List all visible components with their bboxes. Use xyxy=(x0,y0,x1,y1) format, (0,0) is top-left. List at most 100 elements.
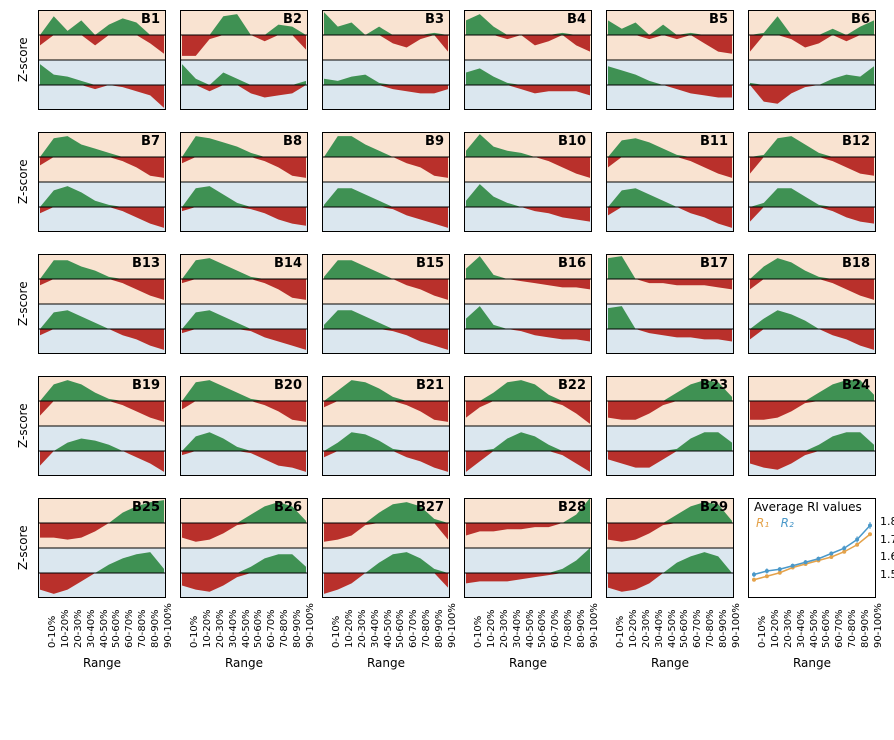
panel-b11: B11 xyxy=(606,132,734,232)
x-tick-label: 40-50% xyxy=(241,609,252,648)
panel-label: B3 xyxy=(425,12,444,27)
x-tick-label: 40-50% xyxy=(809,609,820,648)
x-tick-label: 50-60% xyxy=(679,609,690,648)
x-tick-label: 70-80% xyxy=(563,609,574,648)
x-tick-label: 20-30% xyxy=(783,609,794,648)
panel-b16: B16 xyxy=(464,254,592,354)
panel-label: B21 xyxy=(416,378,444,393)
panel-b26: B26 xyxy=(180,498,308,598)
panel-ri: Average RI valuesR₁ R₂1.51.61.71.8 xyxy=(748,498,876,598)
x-tick-label: 50-60% xyxy=(111,609,122,648)
panel-label: B2 xyxy=(283,12,302,27)
x-tick-label: 20-30% xyxy=(499,609,510,648)
x-tick-label: 80-90% xyxy=(718,609,729,648)
x-tick-label: 0-10% xyxy=(331,616,342,648)
panel-label: B1 xyxy=(141,12,160,27)
ri-legend-r2: R₂ xyxy=(781,516,794,530)
x-tick-label: 60-70% xyxy=(550,609,561,648)
y-axis-label: Z-score xyxy=(16,37,30,82)
x-tick-label: 40-50% xyxy=(99,609,110,648)
panel-b25: B25 xyxy=(38,498,166,598)
x-axis-label: Range xyxy=(322,656,450,670)
panel-b23: B23 xyxy=(606,376,734,476)
x-tick-label: 30-40% xyxy=(86,609,97,648)
ri-ytick: 1.6 xyxy=(880,550,894,563)
x-tick-label: 30-40% xyxy=(654,609,665,648)
panel-b7: B7 xyxy=(38,132,166,232)
panel-b29: B29 xyxy=(606,498,734,598)
panel-b24: B24 xyxy=(748,376,876,476)
panel-label: B9 xyxy=(425,134,444,149)
panel-b19: B19 xyxy=(38,376,166,476)
x-tick-label: 80-90% xyxy=(860,609,871,648)
x-tick-label: 90-100% xyxy=(163,603,174,648)
x-tick-label: 0-10% xyxy=(615,616,626,648)
x-tick-label: 90-100% xyxy=(731,603,742,648)
x-tick-label: 0-10% xyxy=(757,616,768,648)
x-tick-label: 10-20% xyxy=(202,609,213,648)
x-tick-label: 20-30% xyxy=(357,609,368,648)
x-tick-label: 10-20% xyxy=(628,609,639,648)
x-tick-label: 80-90% xyxy=(292,609,303,648)
x-tick-label: 60-70% xyxy=(266,609,277,648)
panel-b12: B12 xyxy=(748,132,876,232)
panel-label: B27 xyxy=(416,500,444,515)
panel-label: B28 xyxy=(558,500,586,515)
x-tick-label: 40-50% xyxy=(383,609,394,648)
panel-label: B26 xyxy=(274,500,302,515)
panel-label: B15 xyxy=(416,256,444,271)
x-tick-label: 80-90% xyxy=(150,609,161,648)
panel-label: B18 xyxy=(842,256,870,271)
ri-ytick: 1.8 xyxy=(880,515,894,528)
x-tick-label: 30-40% xyxy=(228,609,239,648)
x-tick-label: 0-10% xyxy=(473,616,484,648)
x-tick-label: 50-60% xyxy=(253,609,264,648)
panel-label: B10 xyxy=(558,134,586,149)
panel-b13: B13 xyxy=(38,254,166,354)
panel-b28: B28 xyxy=(464,498,592,598)
panel-label: B6 xyxy=(851,12,870,27)
x-tick-label: 90-100% xyxy=(447,603,458,648)
panel-b10: B10 xyxy=(464,132,592,232)
panel-label: B11 xyxy=(700,134,728,149)
panel-label: B25 xyxy=(132,500,160,515)
panel-b4: B4 xyxy=(464,10,592,110)
x-tick-label: 10-20% xyxy=(344,609,355,648)
x-tick-label: 90-100% xyxy=(873,603,884,648)
panel-label: B4 xyxy=(567,12,586,27)
panel-b3: B3 xyxy=(322,10,450,110)
panel-b20: B20 xyxy=(180,376,308,476)
ri-legend: R₁ R₂ xyxy=(756,516,794,530)
panel-b15: B15 xyxy=(322,254,450,354)
panel-b2: B2 xyxy=(180,10,308,110)
x-axis-label: Range xyxy=(464,656,592,670)
panel-label: B23 xyxy=(700,378,728,393)
x-tick-label: 80-90% xyxy=(434,609,445,648)
x-tick-label: 70-80% xyxy=(705,609,716,648)
x-axis-label: Range xyxy=(606,656,734,670)
y-axis-label: Z-score xyxy=(16,403,30,448)
panel-b17: B17 xyxy=(606,254,734,354)
x-tick-label: 70-80% xyxy=(279,609,290,648)
panel-label: B14 xyxy=(274,256,302,271)
panel-label: B29 xyxy=(700,500,728,515)
x-tick-label: 90-100% xyxy=(305,603,316,648)
panel-label: B17 xyxy=(700,256,728,271)
x-tick-label: 20-30% xyxy=(641,609,652,648)
x-tick-label: 20-30% xyxy=(215,609,226,648)
x-tick-label: 30-40% xyxy=(370,609,381,648)
x-tick-label: 50-60% xyxy=(821,609,832,648)
x-axis-label: Range xyxy=(38,656,166,670)
panel-label: B20 xyxy=(274,378,302,393)
x-tick-label: 70-80% xyxy=(847,609,858,648)
panel-label: B8 xyxy=(283,134,302,149)
panel-b21: B21 xyxy=(322,376,450,476)
panel-label: B22 xyxy=(558,378,586,393)
x-tick-label: 60-70% xyxy=(124,609,135,648)
x-tick-label: 40-50% xyxy=(525,609,536,648)
ri-title: Average RI values xyxy=(754,500,862,514)
panel-label: B16 xyxy=(558,256,586,271)
y-axis-label: Z-score xyxy=(16,159,30,204)
y-axis-label: Z-score xyxy=(16,281,30,326)
x-tick-label: 40-50% xyxy=(667,609,678,648)
